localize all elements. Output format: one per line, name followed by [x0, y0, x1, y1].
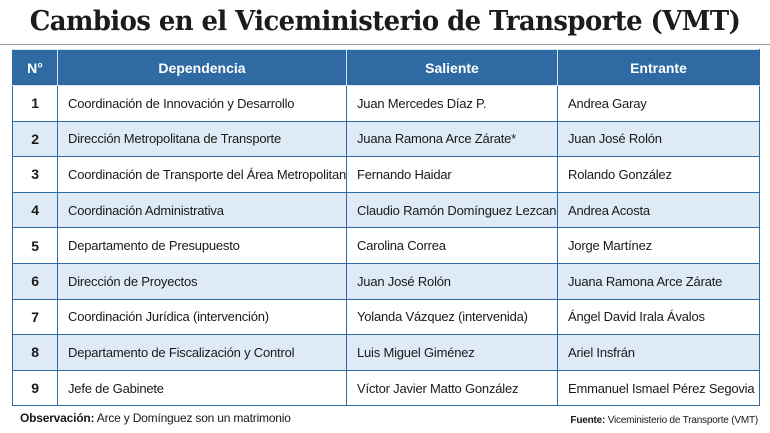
table-header-row: N° Dependencia Saliente Entrante — [12, 49, 760, 86]
entrante-cell: Andrea Garay — [557, 85, 760, 122]
header-dependencia: Dependencia — [57, 49, 347, 86]
saliente-cell: Carolina Correa — [346, 227, 558, 264]
row-number: 6 — [12, 262, 58, 300]
title-divider — [0, 44, 770, 45]
entrante-cell: Ariel Insfrán — [557, 334, 760, 371]
header-num: N° — [12, 49, 58, 86]
saliente-cell: Juan Mercedes Díaz P. — [346, 85, 558, 122]
saliente-cell: Claudio Ramón Domínguez Lezcano* — [346, 191, 558, 229]
observation-note: Observación: Arce y Domínguez son un mat… — [20, 411, 291, 425]
table-row: 7 Coordinación Jurídica (intervención) Y… — [12, 298, 760, 336]
saliente-cell: Víctor Javier Matto González — [346, 369, 558, 407]
dependencia-cell: Dirección Metropolitana de Transporte — [57, 120, 347, 158]
dependencia-cell: Coordinación Administrativa — [57, 191, 347, 229]
page-title: Cambios en el Viceministerio de Transpor… — [29, 6, 741, 37]
row-number: 3 — [12, 156, 58, 193]
row-number: 4 — [12, 191, 58, 229]
source-label: Fuente: — [570, 415, 606, 426]
table-row: 1 Coordinación de Innovación y Desarroll… — [12, 85, 760, 122]
source-note: Fuente: Viceministerio de Transporte (VM… — [570, 415, 758, 426]
entrante-cell: Rolando González — [557, 156, 760, 193]
entrante-cell: Emmanuel Ismael Pérez Segovia — [557, 369, 760, 407]
header-saliente: Saliente — [346, 49, 558, 86]
row-number: 7 — [12, 298, 58, 336]
source-text: Viceministerio de Transporte (VMT) — [605, 415, 758, 426]
table-row: 6 Dirección de Proyectos Juan José Rolón… — [12, 262, 760, 300]
header-entrante: Entrante — [557, 49, 760, 86]
entrante-cell: Andrea Acosta — [557, 191, 760, 229]
entrante-cell: Juan José Rolón — [557, 120, 760, 158]
row-number: 9 — [12, 369, 58, 407]
dependencia-cell: Dirección de Proyectos — [57, 262, 347, 300]
row-number: 1 — [12, 85, 58, 122]
table-row: 8 Departamento de Fiscalización y Contro… — [12, 334, 760, 371]
table-row: 9 Jefe de Gabinete Víctor Javier Matto G… — [12, 369, 760, 407]
saliente-cell: Yolanda Vázquez (intervenida) — [346, 298, 558, 336]
dependencia-cell: Coordinación de Transporte del Área Metr… — [57, 156, 347, 193]
table-row: 2 Dirección Metropolitana de Transporte … — [12, 120, 760, 158]
table-row: 3 Coordinación de Transporte del Área Me… — [12, 156, 760, 193]
saliente-cell: Juana Ramona Arce Zárate* — [346, 120, 558, 158]
row-number: 2 — [12, 120, 58, 158]
table-row: 5 Departamento de Presupuesto Carolina C… — [12, 227, 760, 264]
dependencia-cell: Coordinación Jurídica (intervención) — [57, 298, 347, 336]
entrante-cell: Ángel David Irala Ávalos — [557, 298, 760, 336]
entrante-cell: Juana Ramona Arce Zárate — [557, 262, 760, 300]
dependencia-cell: Coordinación de Innovación y Desarrollo — [57, 85, 347, 122]
row-number: 5 — [12, 227, 58, 264]
changes-table: N° Dependencia Saliente Entrante 1 Coord… — [12, 49, 760, 407]
dependencia-cell: Departamento de Presupuesto — [57, 227, 347, 264]
saliente-cell: Luis Miguel Giménez — [346, 334, 558, 371]
saliente-cell: Juan José Rolón — [346, 262, 558, 300]
row-number: 8 — [12, 334, 58, 371]
entrante-cell: Jorge Martínez — [557, 227, 760, 264]
observation-label: Observación: — [20, 411, 95, 425]
saliente-cell: Fernando Haidar — [346, 156, 558, 193]
table-row: 4 Coordinación Administrativa Claudio Ra… — [12, 191, 760, 229]
observation-text: Arce y Domínguez son un matrimonio — [94, 411, 291, 425]
dependencia-cell: Departamento de Fiscalización y Control — [57, 334, 347, 371]
dependencia-cell: Jefe de Gabinete — [57, 369, 347, 407]
